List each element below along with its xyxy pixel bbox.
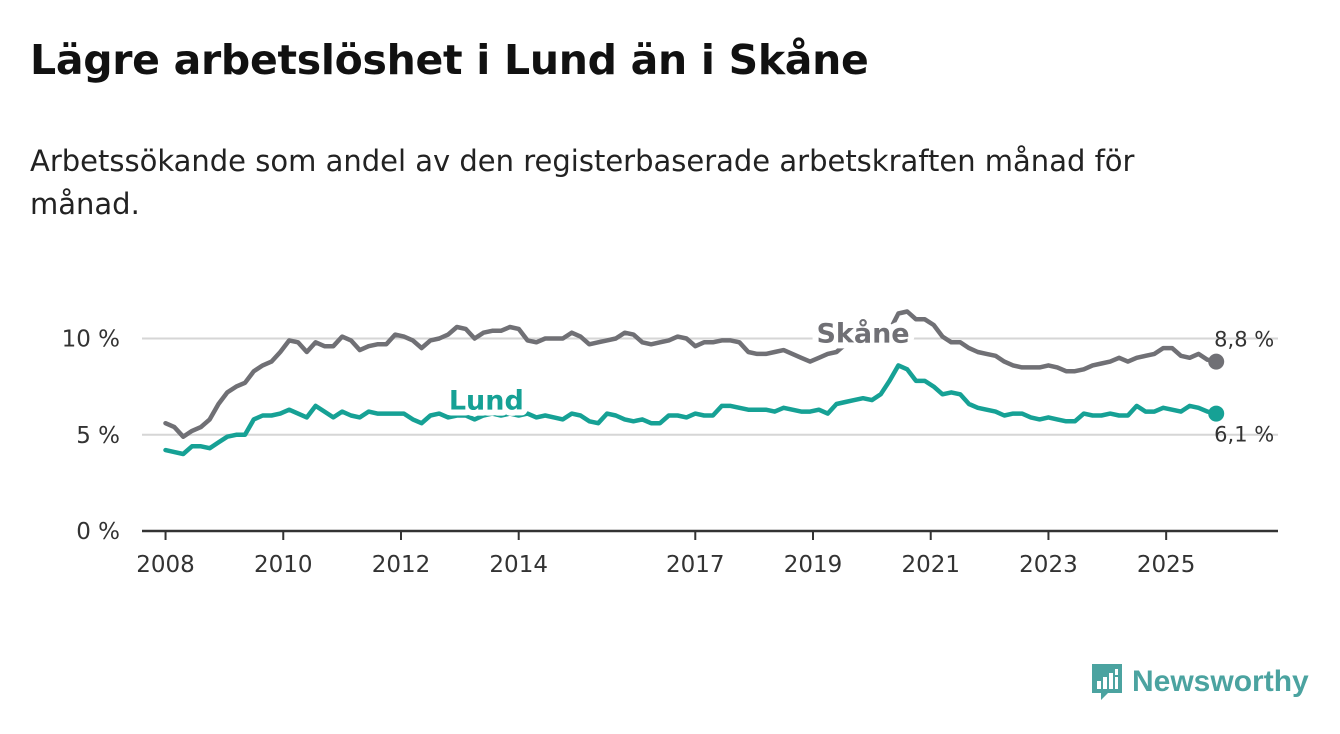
series-name-label: Skåne [816,317,909,349]
chart-subtitle: Arbetssökande som andel av den registerb… [30,144,1135,221]
series-name-halo: Skåne [816,317,909,349]
y-tick-label: 5 % [76,423,120,449]
brand-name: Newsworthy [1132,665,1309,698]
chart-title: Lägre arbetslöshet i Lund än i Skåne [30,36,869,84]
y-axis-ticks: 0 % 5 % 10 % [62,327,120,546]
bar-chart-speech-icon [1092,664,1122,700]
x-tick-label: 2008 [136,552,195,578]
y-tick-label: 0 % [76,519,120,545]
x-tick-label: 2023 [1019,552,1078,578]
series-name-halo: Lund [449,386,524,417]
line-chart: 0 %5 %10 % 2008 2010 2012 2014 2017 2019 2021 2… [62,309,1278,578]
series-lines [163,309,1225,457]
series-name-label: Lund [449,386,524,417]
series-end-label: 8,8 % [1214,328,1274,352]
x-tick-label: 2017 [666,552,725,578]
x-axis-ticks: 2008 2010 2012 2014 2017 2019 2021 2023 2025 [136,531,1195,578]
newsworthy-logo: Newsworthy [1090,660,1309,704]
x-tick-label: 2014 [489,552,548,578]
x-tick-label: 2010 [254,552,313,578]
series-line-lund [163,363,1219,457]
series-end-label: 6,1 % [1214,423,1274,447]
series-end-dot [1208,405,1225,422]
gridlines [142,337,1278,533]
y-tick-label: 10 % [62,327,120,353]
x-tick-label: 2012 [372,552,431,578]
x-tick-label: 2021 [901,552,960,578]
series-line-sk-ne [163,309,1219,439]
x-tick-label: 2025 [1137,552,1196,578]
series-end-dot [1208,353,1225,370]
x-tick-label: 2019 [784,552,843,578]
